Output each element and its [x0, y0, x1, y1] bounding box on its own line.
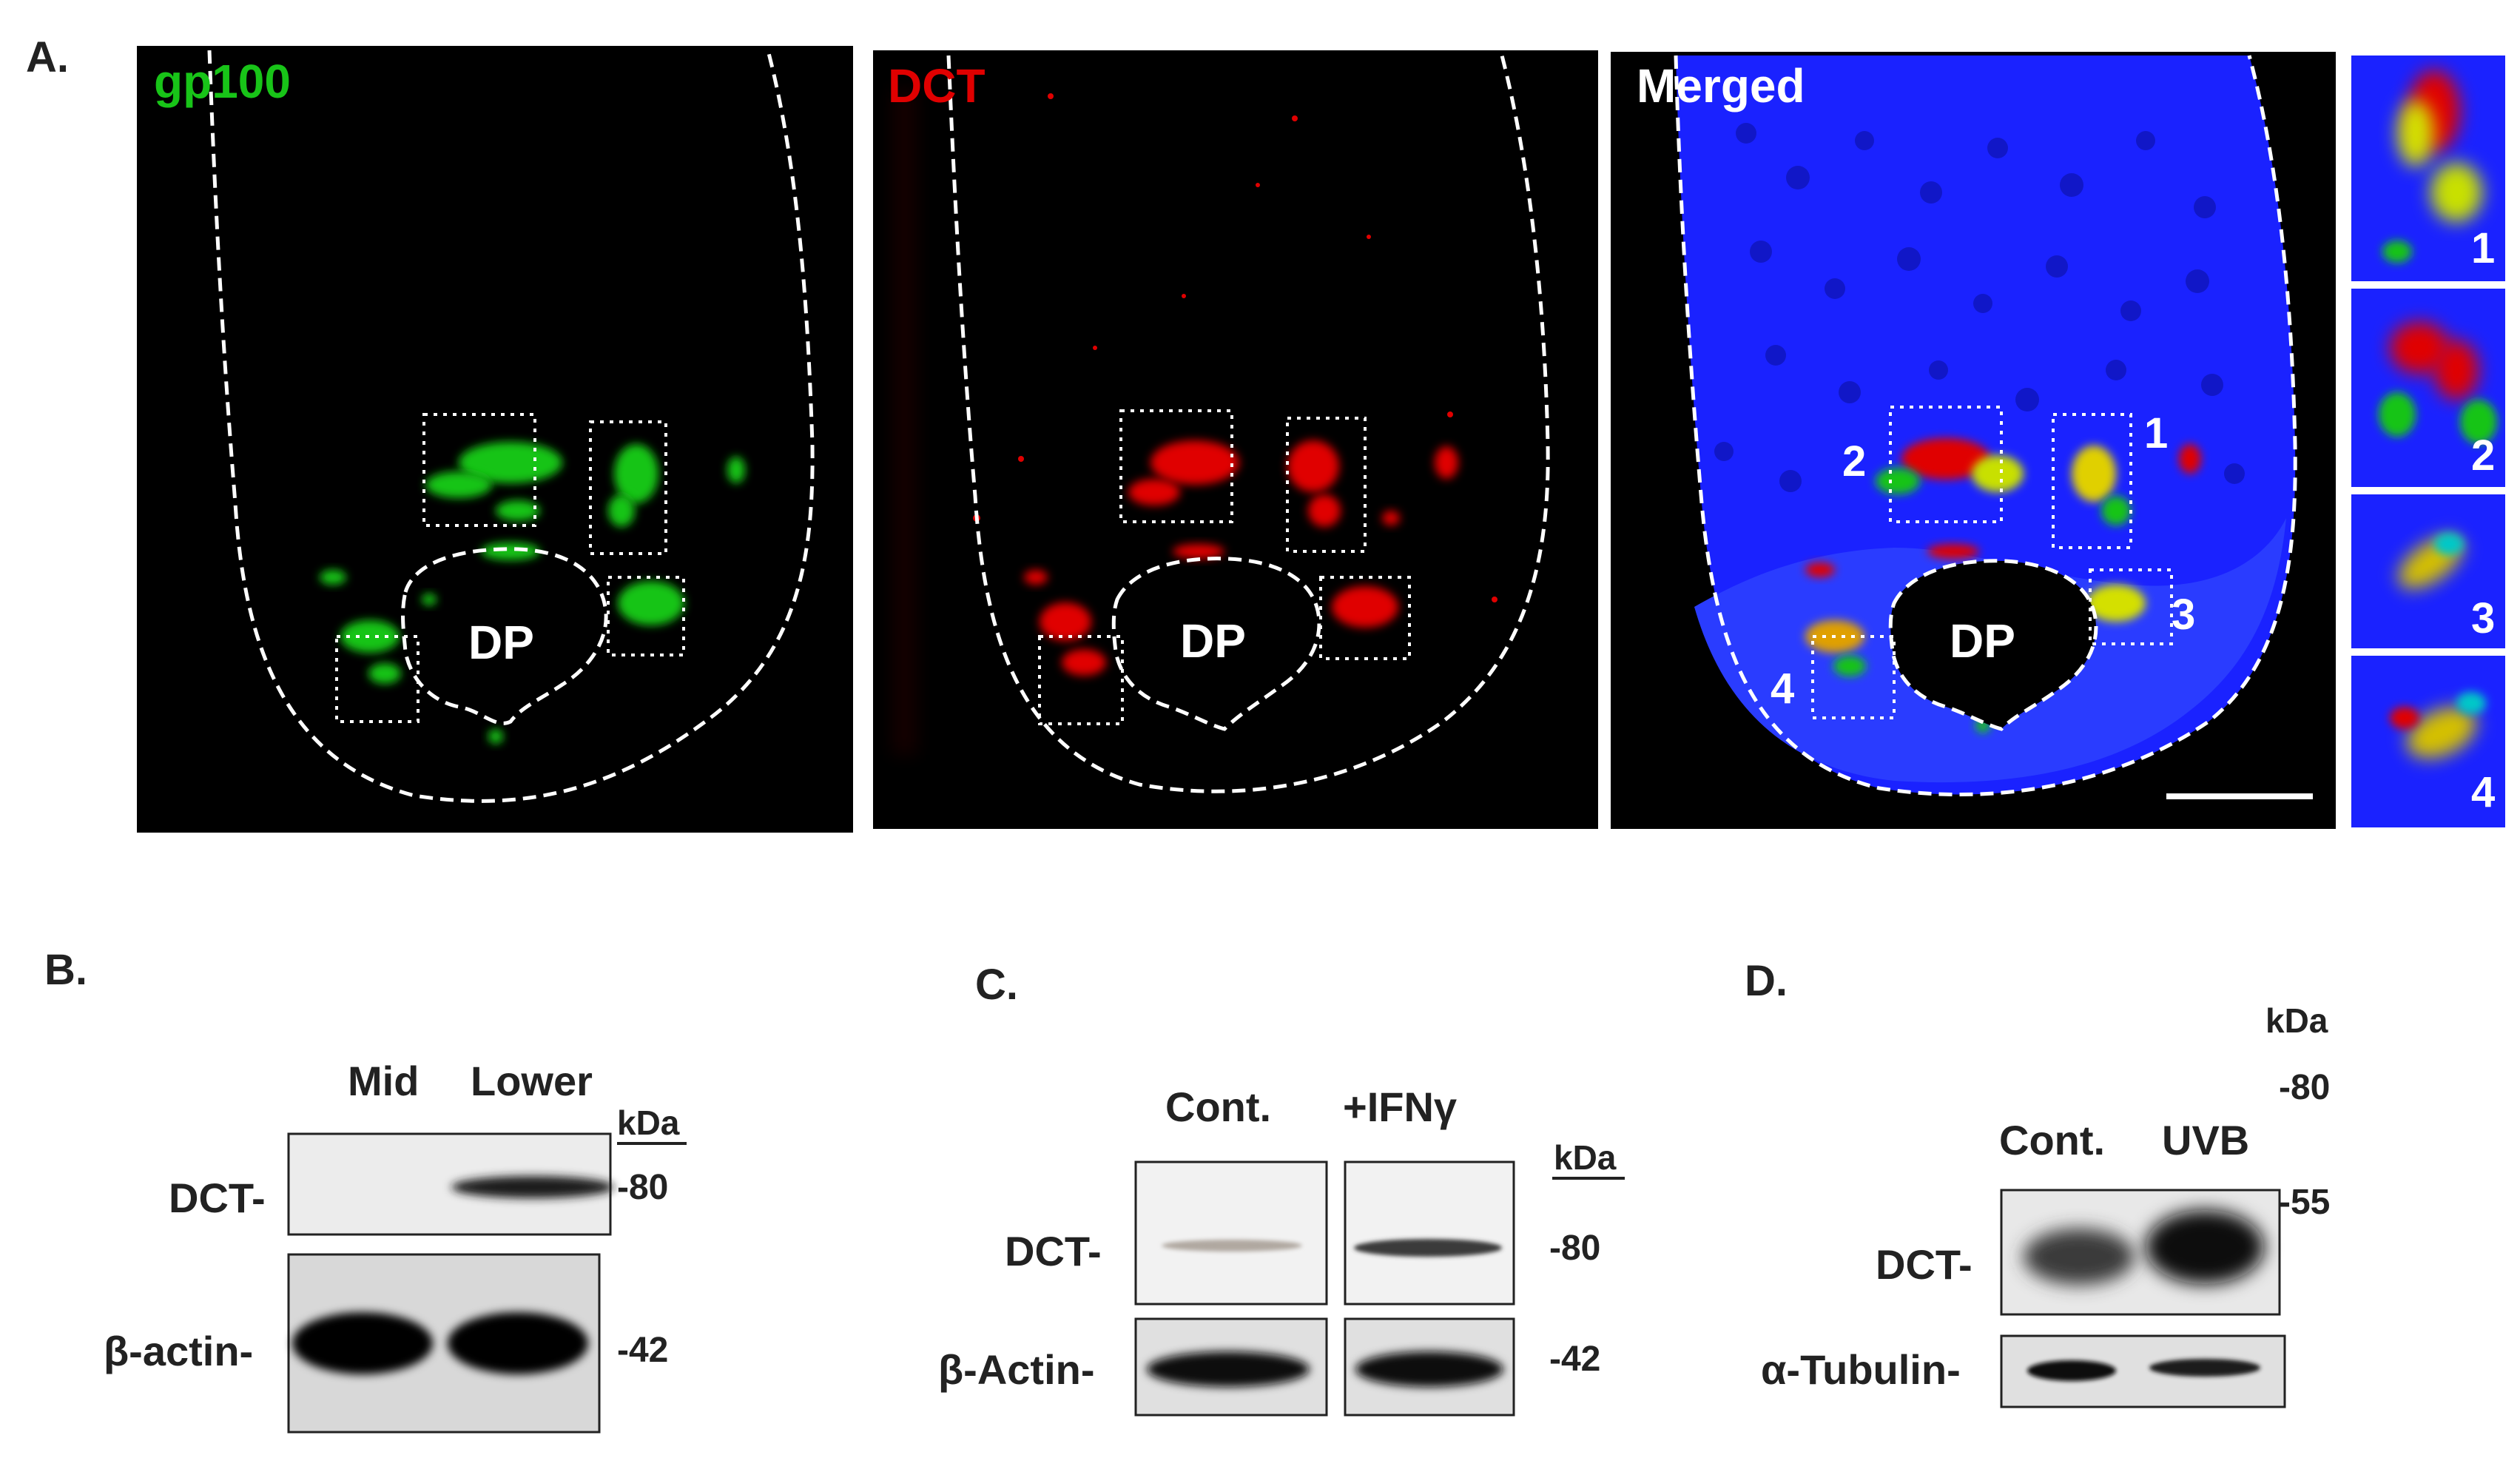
- merged-signal: [1805, 438, 2201, 733]
- kda-label-b: kDa: [617, 1103, 680, 1142]
- mw-c-80: -80: [1549, 1229, 1600, 1268]
- mw-d-55: -55: [2279, 1183, 2330, 1222]
- follicle-outline: [207, 50, 815, 803]
- inset-number-1: 1: [2471, 224, 2495, 272]
- lane-label-cont-d: Cont.: [1999, 1117, 2105, 1163]
- blot-d-dct: [2000, 1189, 2281, 1316]
- kda-label-c: kDa: [1554, 1138, 1617, 1177]
- inset-2: 2: [2351, 289, 2505, 487]
- lane-label-uvb: UVB: [2162, 1117, 2249, 1163]
- lane-label-cont-c: Cont.: [1165, 1084, 1271, 1130]
- lane-label-mid: Mid: [348, 1058, 419, 1104]
- panel-a-letter: A.: [26, 33, 69, 81]
- inset-4: 4: [2351, 656, 2505, 827]
- blot-c-dct: [1134, 1160, 1515, 1306]
- merged-image: DP 1 2 3 4: [1611, 52, 2336, 829]
- inset-3: 3: [2351, 494, 2505, 648]
- dp-label-gp100: DP: [468, 616, 534, 669]
- follicle-outline-merged: [1674, 55, 2297, 797]
- panel-b-letter: B.: [44, 946, 87, 994]
- panel-c-letter: C.: [975, 961, 1018, 1009]
- blot-b-actin: [287, 1253, 601, 1434]
- dp-label-dct: DP: [1180, 614, 1246, 668]
- dp-outline-merged: [1888, 559, 2098, 731]
- inset-number-4: 4: [2471, 768, 2495, 816]
- lane-label-lower: Lower: [471, 1058, 593, 1104]
- dct-image: DP: [873, 50, 1598, 829]
- gp100-signal: [320, 442, 745, 744]
- row-label-c-dct: DCT-: [1005, 1228, 1102, 1274]
- row-label-d-tubulin: α-Tubulin-: [1761, 1346, 1961, 1393]
- mw-b-42: -42: [617, 1331, 668, 1370]
- dct-signal: [973, 93, 1497, 676]
- dp-outline-dct: [1111, 557, 1321, 731]
- dp-outline: [401, 547, 608, 725]
- row-label-b-dct: DCT-: [169, 1175, 266, 1221]
- blot-d-tubulin: [2000, 1334, 2286, 1408]
- mw-d-80: -80: [2279, 1068, 2330, 1107]
- merged-nuclei-texture: [1714, 123, 2245, 492]
- follicle-outline-dct: [946, 55, 1550, 793]
- inset-number-3: 3: [2471, 594, 2495, 642]
- panel-d-letter: D.: [1745, 957, 1788, 1005]
- row-label-c-actin: β-Actin-: [938, 1346, 1094, 1393]
- row-label-b-actin: β-actin-: [104, 1328, 253, 1374]
- inset-1: 1: [2351, 56, 2505, 281]
- blot-c-actin: [1134, 1317, 1515, 1417]
- kda-label-d: kDa: [2265, 1001, 2328, 1040]
- box-number-1: 1: [2144, 409, 2168, 457]
- gp100-image: DP: [137, 46, 853, 833]
- gp100-label: gp100: [154, 55, 291, 108]
- box-number-2: 2: [1842, 437, 1866, 486]
- lane-label-ifn: +IFNγ: [1343, 1084, 1457, 1130]
- mw-b-80: -80: [617, 1168, 668, 1207]
- row-label-d-dct: DCT-: [1876, 1241, 1972, 1288]
- box-number-3: 3: [2172, 591, 2195, 639]
- inset-number-2: 2: [2471, 431, 2495, 480]
- mw-c-42: -42: [1549, 1340, 1600, 1379]
- scale-bar: [2166, 793, 2313, 799]
- blot-b-dct: [287, 1132, 614, 1236]
- dct-label: DCT: [888, 59, 986, 112]
- dp-label-merged: DP: [1950, 614, 2015, 668]
- merged-label: Merged: [1637, 59, 1805, 112]
- box-number-4: 4: [1771, 665, 1794, 713]
